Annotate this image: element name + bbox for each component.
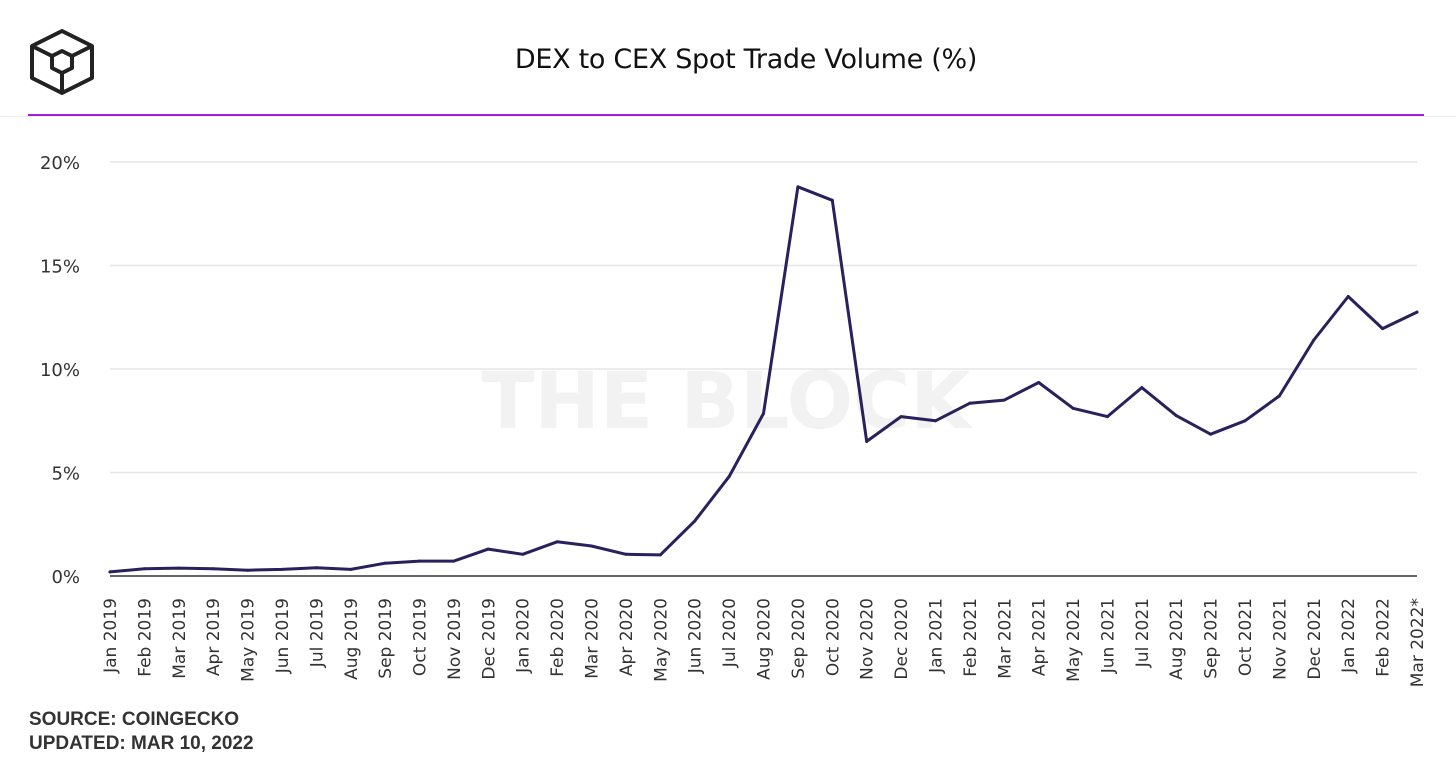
data-point — [452, 559, 456, 563]
x-tick-label: Nov 2020 — [858, 598, 878, 680]
data-point — [349, 567, 353, 571]
data-point — [693, 519, 697, 523]
x-tick-label: Feb 2019 — [135, 598, 155, 677]
x-tick-label: Nov 2021 — [1270, 598, 1290, 680]
y-tick-label: 15% — [40, 257, 80, 278]
data-point — [246, 568, 250, 572]
x-tick-label: May 2021 — [1064, 598, 1084, 682]
y-tick-label: 10% — [40, 360, 80, 381]
data-point — [280, 567, 284, 571]
x-tick-label: Feb 2022 — [1374, 598, 1394, 677]
data-point — [658, 553, 662, 557]
x-tick-label: Sep 2020 — [789, 598, 809, 679]
data-point — [521, 552, 525, 556]
x-tick-label: Jan 2022 — [1339, 598, 1359, 674]
x-tick-label: Dec 2020 — [892, 598, 912, 680]
x-tick-label: Oct 2019 — [411, 598, 431, 676]
x-tick-label: Jun 2020 — [686, 598, 706, 674]
x-tick-label: Aug 2021 — [1167, 598, 1187, 680]
data-point — [1277, 394, 1281, 398]
the-block-cube-logo-icon — [30, 29, 94, 95]
data-point — [1002, 398, 1006, 402]
data-point — [177, 566, 181, 570]
data-point — [1037, 380, 1041, 384]
x-tick-label: Sep 2019 — [376, 598, 396, 679]
x-tick-label: Jun 2021 — [1098, 598, 1118, 674]
x-tick-label: Aug 2020 — [755, 598, 775, 680]
header-accent-line — [28, 114, 1424, 116]
x-tick-label: Jan 2019 — [101, 598, 121, 674]
data-point — [590, 544, 594, 548]
updated-note: UPDATED: MAR 10, 2022 — [29, 733, 254, 754]
data-point — [314, 566, 318, 570]
data-point — [211, 567, 215, 571]
data-point — [142, 567, 146, 571]
x-tick-label: Jan 2020 — [514, 598, 534, 674]
data-point — [933, 419, 937, 423]
x-tick-label: Oct 2020 — [823, 598, 843, 676]
data-point — [1346, 295, 1350, 299]
data-point — [1071, 406, 1075, 410]
chart-title: DEX to CEX Spot Trade Volume (%) — [514, 44, 978, 75]
data-point — [968, 401, 972, 405]
data-point — [899, 415, 903, 419]
x-tick-label: Apr 2019 — [204, 598, 224, 676]
x-tick-label: Apr 2020 — [617, 598, 637, 676]
data-point — [418, 559, 422, 563]
watermark-text: THE BLOCK — [481, 357, 973, 447]
x-tick-label: May 2019 — [239, 598, 259, 682]
x-tick-label: Feb 2020 — [548, 598, 568, 677]
data-point — [1105, 415, 1109, 419]
data-point — [727, 475, 731, 479]
data-point — [624, 552, 628, 556]
data-point — [830, 198, 834, 202]
x-tick-label: Apr 2021 — [1030, 598, 1050, 676]
x-tick-label: Feb 2021 — [961, 598, 981, 677]
y-tick-label: 20% — [40, 153, 80, 174]
data-point — [1140, 386, 1144, 390]
data-point — [555, 540, 559, 544]
x-tick-label: Mar 2020 — [583, 598, 603, 679]
x-tick-label: Jul 2021 — [1133, 598, 1153, 668]
x-tick-label: Sep 2021 — [1202, 598, 1222, 679]
data-point — [1209, 432, 1213, 436]
x-tick-label: Jan 2021 — [926, 598, 946, 674]
x-tick-label: Mar 2019 — [170, 598, 190, 679]
x-tick-label: Mar 2022* — [1408, 598, 1428, 687]
data-point — [1243, 419, 1247, 423]
x-tick-label: Jul 2020 — [720, 598, 740, 668]
data-point — [1381, 327, 1385, 331]
x-tick-label: Nov 2019 — [445, 598, 465, 680]
x-tick-label: Dec 2021 — [1305, 598, 1325, 680]
data-point — [108, 570, 112, 574]
data-point — [383, 561, 387, 565]
x-tick-label: Jun 2019 — [273, 598, 293, 674]
x-tick-label: Oct 2021 — [1236, 598, 1256, 676]
y-tick-label: 5% — [51, 464, 80, 485]
data-point — [1174, 414, 1178, 418]
data-point — [796, 185, 800, 189]
data-point — [762, 412, 765, 416]
data-point — [1415, 310, 1419, 314]
data-point — [1312, 338, 1316, 342]
data-point — [865, 439, 869, 443]
x-tick-label: Mar 2021 — [995, 598, 1015, 679]
x-tick-label: Aug 2019 — [342, 598, 362, 680]
y-tick-label: 0% — [51, 567, 80, 588]
x-tick-label: May 2020 — [651, 598, 671, 682]
source-note: SOURCE: COINGECKO — [29, 709, 240, 730]
header-divider — [0, 116, 1456, 117]
data-point — [486, 547, 490, 551]
x-tick-label: Jul 2019 — [307, 598, 327, 668]
x-tick-label: Dec 2019 — [479, 598, 499, 680]
